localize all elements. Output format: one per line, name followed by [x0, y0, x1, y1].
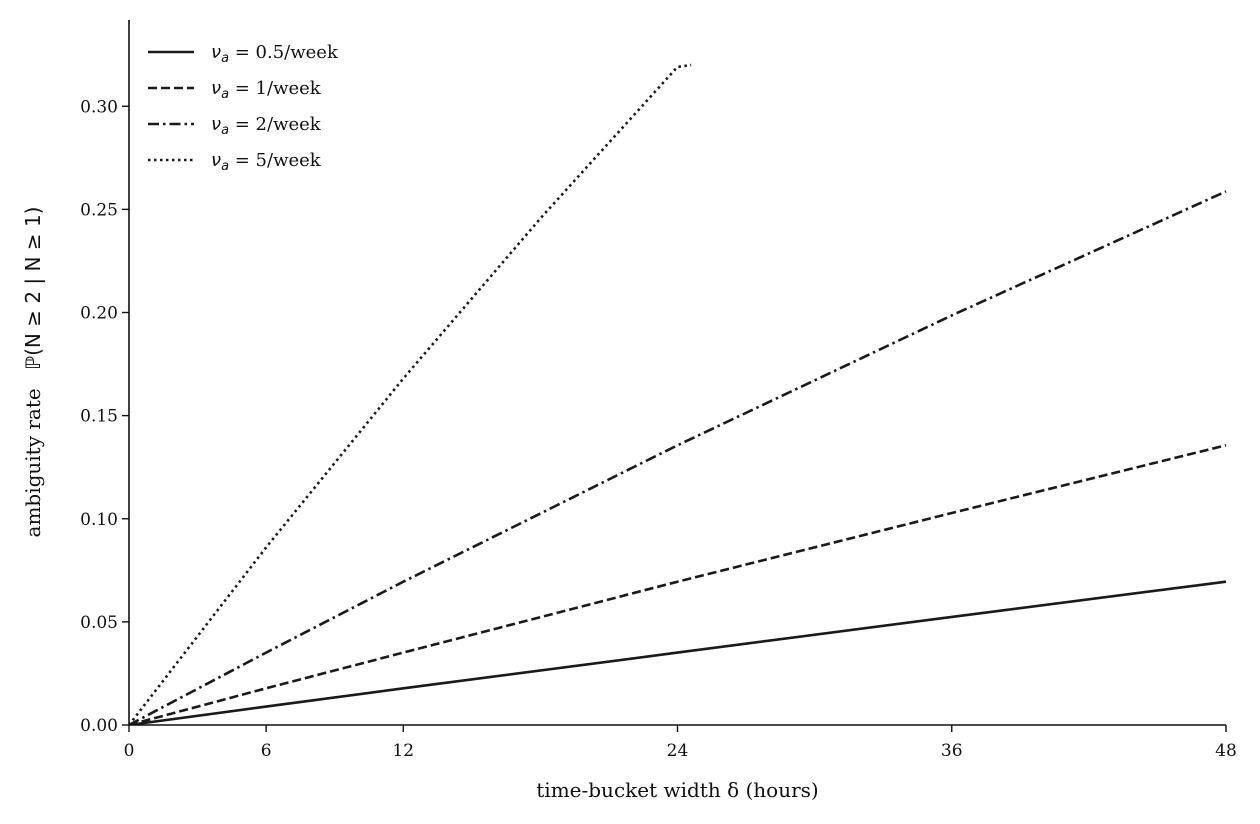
series-line-3 — [129, 190, 1227, 725]
x-ticks: 0 6 12 24 36 48 — [124, 725, 1237, 761]
legend-subscript: a — [221, 159, 229, 174]
y-axis-label-math: ℙ(N ≥ 2 | N ≥ 1) — [21, 207, 45, 370]
legend-label: νa = 5/week — [211, 150, 322, 174]
x-tick-label: 48 — [1215, 741, 1237, 761]
legend-symbol: ν — [211, 78, 221, 99]
y-tick-label: 0.25 — [80, 200, 118, 220]
legend-label: νa = 1/week — [211, 78, 322, 102]
legend-subscript: a — [221, 123, 229, 138]
series-line-2 — [129, 444, 1227, 725]
svg-text:ambiguity rate ℙ(N ≥ 2: ambiguity rate ℙ(N ≥ 2 | N ≥ 1) — [21, 207, 45, 538]
y-tick-label: 0.15 — [80, 407, 118, 427]
x-tick-label: 24 — [667, 741, 689, 761]
legend-symbol: ν — [211, 42, 221, 63]
plot-lines — [129, 63, 1227, 725]
y-tick-label: 0.00 — [80, 716, 118, 736]
y-tick-label: 0.20 — [80, 304, 118, 324]
legend-value: = 0.5/week — [229, 42, 339, 63]
legend-value: = 5/week — [229, 150, 322, 171]
legend-value: = 1/week — [229, 78, 322, 99]
y-tick-label: 0.10 — [80, 510, 118, 530]
legend-symbol: ν — [211, 114, 221, 135]
x-tick-label: 6 — [261, 741, 272, 761]
series-line-4 — [129, 63, 692, 725]
y-axis-label: ambiguity rate ℙ(N ≥ 2 | N ≥ 1) — [21, 207, 45, 538]
legend-subscript: a — [221, 51, 229, 66]
legend-value: = 2/week — [229, 114, 322, 135]
legend-symbol: ν — [211, 150, 221, 171]
legend-label: νa = 0.5/week — [211, 42, 339, 66]
series-line-1 — [129, 580, 1227, 725]
legend-label: νa = 2/week — [211, 114, 322, 138]
x-tick-label: 0 — [124, 741, 135, 761]
y-tick-label: 0.05 — [80, 613, 118, 633]
legend-subscript: a — [221, 87, 229, 102]
y-axis-label-text: ambiguity rate — [21, 388, 45, 537]
x-axis-label: time-bucket width δ (hours) — [536, 778, 818, 802]
y-tick-label: 0.30 — [80, 97, 118, 117]
x-tick-label: 36 — [941, 741, 963, 761]
x-tick-label: 12 — [392, 741, 414, 761]
y-ticks: 0.00 0.05 0.10 0.15 0.20 0.25 0.30 — [80, 97, 129, 736]
